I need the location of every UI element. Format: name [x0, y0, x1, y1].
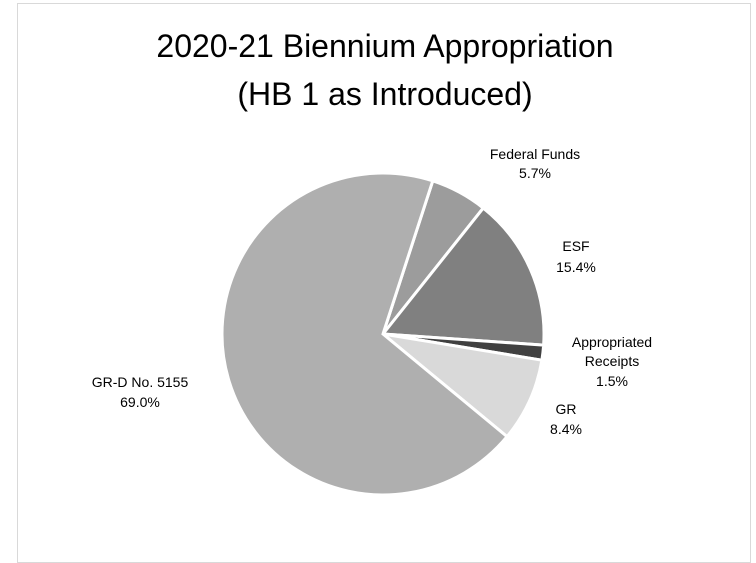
pie-slice	[380, 205, 546, 347]
category-label: Appropriated Receipts	[571, 334, 653, 369]
category-label: GR	[555, 401, 577, 417]
value-label: 69.0%	[120, 394, 160, 410]
category-label: Federal Funds	[489, 146, 581, 162]
chart: 2020-21 Biennium Appropriation (HB 1 as …	[17, 3, 751, 563]
value-label: 8.4%	[550, 421, 582, 437]
pie-plot	[220, 171, 546, 497]
value-label: 1.5%	[596, 373, 628, 389]
value-label: 15.4%	[556, 259, 596, 275]
pie-slice	[220, 171, 510, 497]
value-label: 5.7%	[519, 165, 551, 181]
category-label: ESF	[562, 238, 590, 254]
category-label: GR-D No. 5155	[91, 374, 189, 390]
pie-slice	[377, 331, 544, 439]
chart-title: 2020-21 Biennium Appropriation (HB 1 as …	[156, 28, 614, 112]
